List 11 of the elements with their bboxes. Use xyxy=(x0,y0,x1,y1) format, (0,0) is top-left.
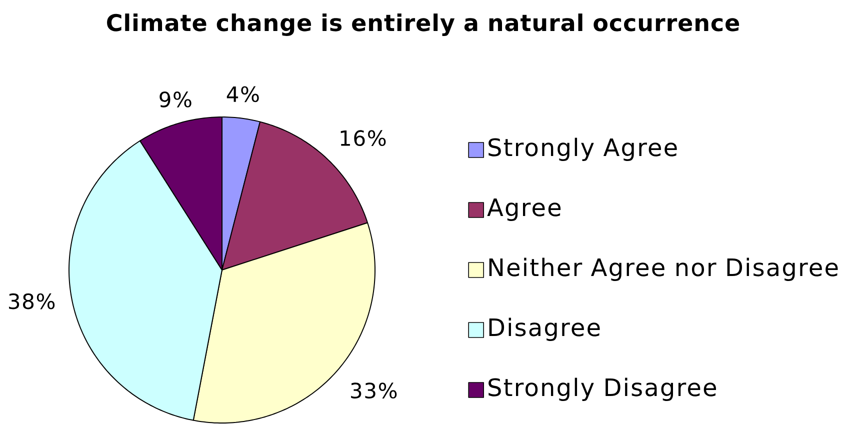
data-label: 9% xyxy=(160,92,192,108)
legend-label: Agree xyxy=(487,198,561,222)
data-label: 4% xyxy=(226,86,259,102)
chart-title: Climate change is entirely a natural occurrence xyxy=(107,14,740,36)
legend-label: Disagree xyxy=(489,318,600,342)
data-label: 16% xyxy=(340,130,386,146)
legend-label: Strongly Agree xyxy=(488,138,677,162)
data-label: 33% xyxy=(351,382,397,399)
data-label: 38% xyxy=(9,293,55,310)
legend-label: Neither Agree nor Disagree xyxy=(489,258,838,282)
legend-label: Strongly Disagree xyxy=(488,378,716,402)
